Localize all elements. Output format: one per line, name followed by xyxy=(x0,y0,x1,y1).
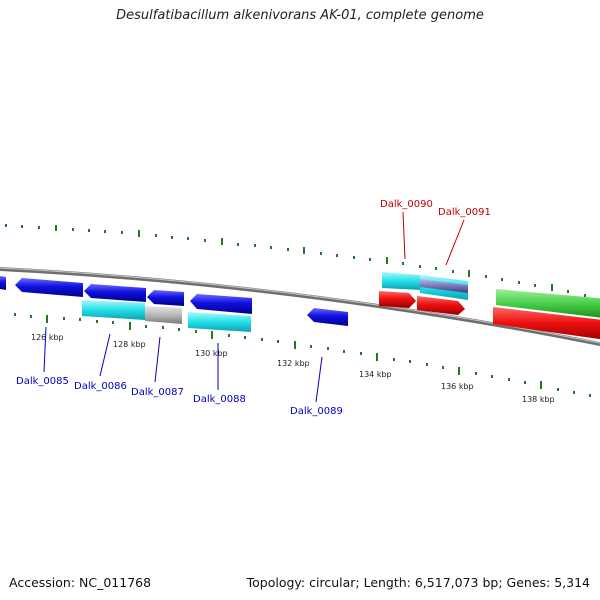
scale-label-132: 132 kbp xyxy=(277,359,310,368)
scale-label-136: 136 kbp xyxy=(441,382,474,391)
scale-label-134: 134 kbp xyxy=(359,370,392,379)
topology-text: Topology: circular; Length: 6,517,073 bp… xyxy=(246,575,590,590)
gene-block-dalk-0091-overlay xyxy=(420,279,468,293)
gene-track xyxy=(0,272,600,342)
gene-label-dalk-0085[interactable]: Dalk_0085 xyxy=(16,376,69,387)
gene-label-dalk-0091[interactable]: Dalk_0091 xyxy=(438,207,491,218)
outer-tick-row xyxy=(5,224,586,297)
gene-arrow-red-1[interactable] xyxy=(379,291,416,308)
map-title: Desulfatibacillum alkenivorans AK-01, co… xyxy=(116,8,484,23)
gene-labels: Dalk_0085 Dalk_0086 Dalk_0087 Dalk_0088 … xyxy=(16,199,491,417)
scale-label-130: 130 kbp xyxy=(195,349,228,358)
scale-label-138: 138 kbp xyxy=(522,395,555,404)
gene-label-dalk-0089[interactable]: Dalk_0089 xyxy=(290,406,343,417)
gene-arrow-dalk-0089[interactable] xyxy=(307,308,348,326)
genome-backbone xyxy=(0,266,600,347)
gene-block-red-large[interactable] xyxy=(493,307,600,342)
gene-block-dalk-0086[interactable] xyxy=(82,300,145,320)
inner-tick-row xyxy=(14,313,591,397)
gene-label-dalk-0088[interactable]: Dalk_0088 xyxy=(193,394,246,405)
gene-arrow[interactable] xyxy=(0,276,6,290)
accession-text: Accession: NC_011768 xyxy=(9,575,152,590)
gene-block-dalk-0090[interactable] xyxy=(382,272,420,290)
scale-labels: 126 kbp 128 kbp 130 kbp 132 kbp 134 kbp … xyxy=(31,333,555,404)
gene-block-dalk-0088[interactable] xyxy=(188,312,251,332)
gene-arrow-dalk-0086[interactable] xyxy=(84,284,146,302)
label-leaders xyxy=(43,211,465,403)
scale-label-128: 128 kbp xyxy=(113,340,146,349)
gene-arrow-dalk-0087[interactable] xyxy=(147,290,184,306)
gene-block-green[interactable] xyxy=(496,289,600,320)
scale-label-126: 126 kbp xyxy=(31,333,64,342)
gene-arrow-dalk-0088[interactable] xyxy=(190,294,252,314)
gene-label-dalk-0087[interactable]: Dalk_0087 xyxy=(131,387,184,398)
gene-label-dalk-0090[interactable]: Dalk_0090 xyxy=(380,199,433,210)
gene-arrow-red-2[interactable] xyxy=(417,296,465,315)
gene-label-dalk-0086[interactable]: Dalk_0086 xyxy=(74,381,127,392)
gene-block-dalk-0087[interactable] xyxy=(145,306,182,324)
gene-arrow-dalk-0085[interactable] xyxy=(15,278,83,297)
